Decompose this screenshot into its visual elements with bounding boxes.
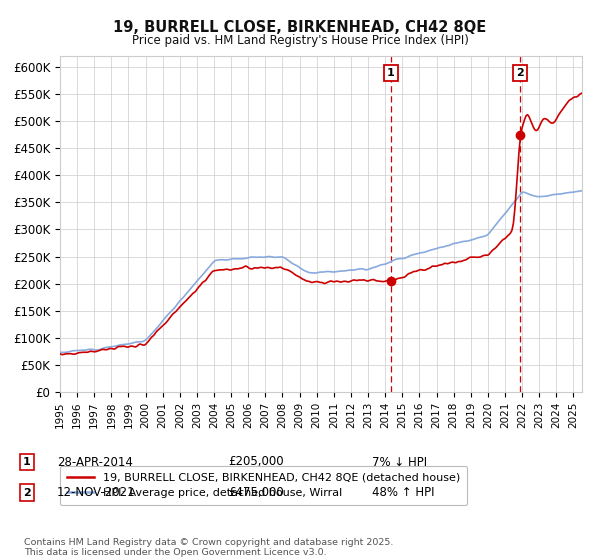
Text: 1: 1 [387,68,395,78]
Text: 48% ↑ HPI: 48% ↑ HPI [372,486,434,500]
Text: 12-NOV-2021: 12-NOV-2021 [57,486,136,500]
Legend: 19, BURRELL CLOSE, BIRKENHEAD, CH42 8QE (detached house), HPI: Average price, de: 19, BURRELL CLOSE, BIRKENHEAD, CH42 8QE … [60,466,467,505]
Text: Price paid vs. HM Land Registry's House Price Index (HPI): Price paid vs. HM Land Registry's House … [131,34,469,46]
Text: Contains HM Land Registry data © Crown copyright and database right 2025.
This d: Contains HM Land Registry data © Crown c… [24,538,394,557]
Text: 19, BURRELL CLOSE, BIRKENHEAD, CH42 8QE: 19, BURRELL CLOSE, BIRKENHEAD, CH42 8QE [113,20,487,35]
Text: £205,000: £205,000 [228,455,284,469]
Text: 28-APR-2014: 28-APR-2014 [57,455,133,469]
Text: 1: 1 [23,457,31,467]
Text: 7% ↓ HPI: 7% ↓ HPI [372,455,427,469]
Text: 2: 2 [516,68,524,78]
Text: £475,000: £475,000 [228,486,284,500]
Text: 2: 2 [23,488,31,498]
